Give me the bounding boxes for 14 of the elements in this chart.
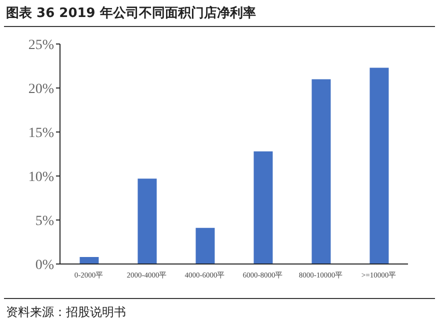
chart-title: 图表 36 2019 年公司不同面积门店净利率 <box>6 4 256 22</box>
bar <box>138 178 157 264</box>
y-tick-label: 0% <box>35 258 54 273</box>
bar <box>312 79 331 264</box>
y-tick-label: 15% <box>28 126 54 141</box>
y-tick-label: 10% <box>28 170 54 185</box>
bar <box>254 151 273 264</box>
bar <box>370 68 389 264</box>
y-tick-label: 5% <box>35 214 54 229</box>
bar <box>80 256 99 264</box>
bar <box>196 228 215 264</box>
y-tick-label: 25% <box>28 38 54 53</box>
y-tick-label: 20% <box>28 82 54 97</box>
text: 资料来源：招股说明书 <box>6 304 126 321</box>
